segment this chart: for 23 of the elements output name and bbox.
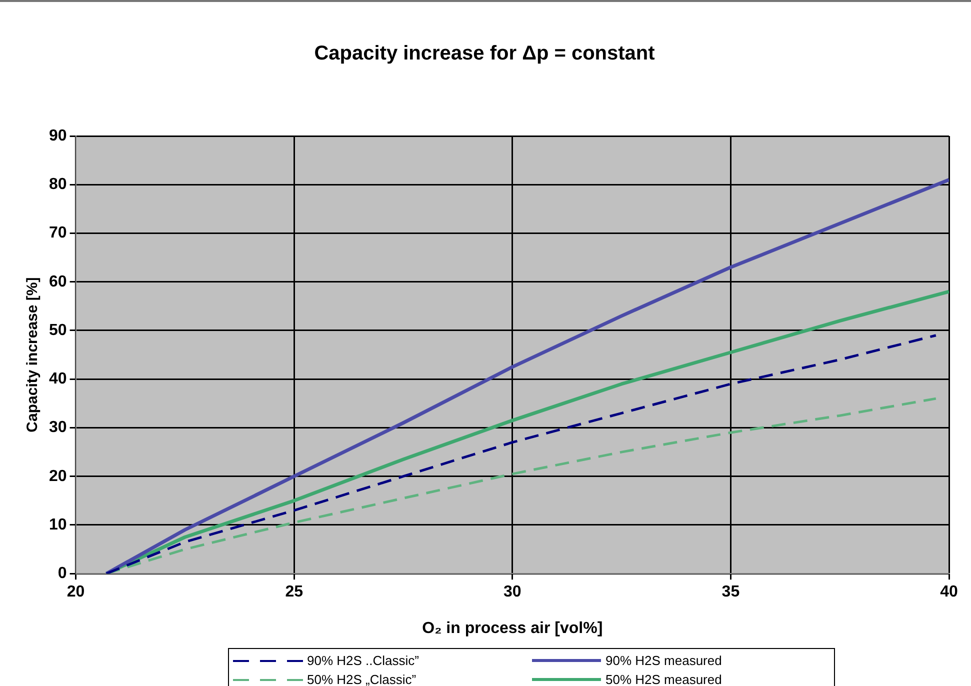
legend-label: 90% H2S ..Classic” [307,653,419,668]
y-tick-label: 30 [49,419,67,436]
x-tick-label: 25 [285,584,304,601]
y-tick-label: 10 [49,516,67,534]
y-tick-label: 80 [49,176,67,194]
x-tick-label: 30 [504,584,522,601]
y-tick-label: 20 [49,468,67,485]
legend-label: 90% H2S measured [606,653,722,668]
y-tick-label: 90 [49,127,67,144]
y-tick-label: 40 [49,370,67,388]
x-axis-title: O₂ in process air [vol%] [422,620,603,637]
x-tick-label: 20 [66,584,85,601]
x-tick-label: 40 [940,584,958,601]
y-axis-title: Capacity increase [%] [24,277,42,432]
y-tick-label: 50 [49,322,67,339]
x-tick-label: 35 [722,584,740,601]
y-tick-label: 0 [58,565,67,582]
legend-label: 50% H2S „Classic” [307,672,416,686]
line-series [105,334,938,574]
y-tick-label: 70 [49,224,67,242]
y-tick-label: 60 [49,273,67,290]
legend-label: 50% H2S measured [606,672,722,686]
chart-title: Capacity increase for Δp = constant [314,42,656,65]
